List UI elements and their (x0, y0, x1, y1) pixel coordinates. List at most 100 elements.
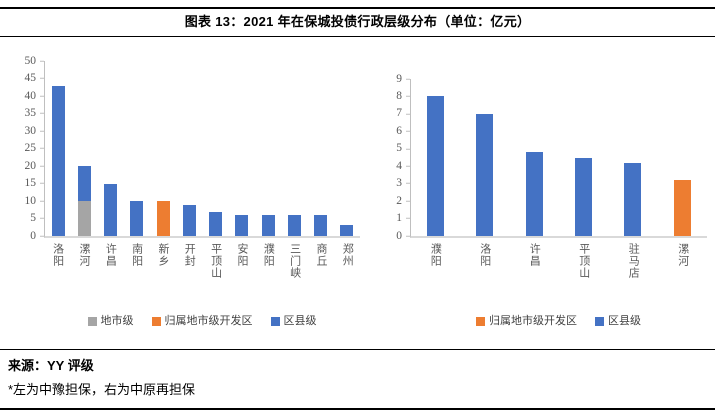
y-axis-tick: 40 (25, 90, 44, 102)
bar-3 (104, 183, 118, 236)
bar-segment-blue (77, 166, 91, 201)
legend-swatch-gray (87, 317, 97, 326)
bar-2 (77, 166, 91, 236)
y-axis-tick-mark (40, 218, 44, 219)
bar-segment-blue (235, 215, 249, 236)
bar-segment-blue (575, 157, 593, 236)
x-axis-label: 商丘 (314, 243, 327, 267)
bar-segment-blue (209, 211, 223, 236)
y-axis-tick-label: 7 (396, 107, 402, 120)
y-axis-tick-mark (40, 95, 44, 97)
bar-8 (235, 215, 249, 236)
y-axis-tick-label: 35 (24, 106, 37, 119)
x-axis-label: 驻马店 (627, 243, 640, 279)
legend-swatch-orange (151, 317, 161, 326)
legend-item: 归属地市级开发区 (151, 315, 253, 327)
x-axis-label-cell: 新乡 (149, 243, 175, 296)
bars-row (45, 61, 360, 236)
bar-segment-orange (673, 180, 691, 236)
bar-segment-orange (156, 201, 170, 236)
y-axis-tick: 10 (25, 195, 44, 207)
x-axis-label: 洛阳 (51, 243, 64, 267)
bar-column-2 (71, 61, 97, 236)
y-axis-tick: 50 (24, 54, 44, 67)
bottom-rule (0, 408, 715, 410)
bar-segment-blue (182, 204, 196, 236)
bar-column-1 (45, 61, 71, 236)
bar-segment-blue (340, 224, 354, 236)
y-axis-tick: 0 (30, 230, 44, 242)
bar-segment-blue (427, 96, 445, 236)
x-axis-label-cell: 洛阳 (460, 243, 510, 296)
y-axis-tick-label: 5 (396, 142, 402, 155)
x-axis-label: 濮阳 (262, 243, 275, 267)
y-axis-tick-mark (406, 78, 410, 80)
x-axis-label: 漯河 (676, 243, 689, 267)
x-axis-label-cell: 驻马店 (608, 243, 658, 296)
bar-3 (525, 152, 543, 236)
bar-segment-blue (287, 215, 301, 236)
chart-plot-area: 0 5 10 15 20 25 30 35 40 45 50 (8, 55, 360, 241)
x-axis-label-cell: 漯河 (658, 243, 708, 296)
bar-6 (673, 180, 691, 236)
bar-column-11 (308, 61, 334, 236)
bar-segment-gray (77, 201, 91, 236)
x-axis-label: 平顶山 (209, 243, 222, 279)
chart-legend: 归属地市级开发区 区县级 (410, 316, 707, 327)
bar-column-7 (203, 61, 229, 236)
y-axis-tick-mark (40, 113, 44, 114)
bar-1 (427, 96, 445, 236)
bar-4 (130, 201, 144, 236)
bar-column-5 (608, 79, 657, 236)
legend-label: 归属地市级开发区 (164, 315, 253, 327)
plot-region (410, 79, 707, 238)
y-axis-tick-mark (406, 183, 410, 185)
x-axis-label-cell: 许昌 (509, 243, 559, 296)
y-axis-tick-label: 8 (396, 89, 402, 102)
y-axis-tick-label: 50 (24, 54, 37, 67)
footnote-text: *左为中豫担保，右为中原再担保 (8, 382, 196, 397)
bar-column-12 (334, 61, 360, 236)
y-axis-tick: 20 (24, 159, 44, 172)
y-axis-tick: 45 (24, 71, 44, 85)
legend-item: 地市级 (87, 316, 134, 327)
y-axis-tick-mark (406, 95, 410, 97)
y-axis-tick-mark (40, 235, 44, 237)
x-axis-label: 濮阳 (429, 243, 442, 267)
y-axis-tick: 2 (396, 195, 410, 207)
legend-swatch-blue (270, 317, 280, 326)
y-axis-tick-label: 20 (24, 159, 37, 172)
y-axis-tick: 3 (396, 176, 410, 190)
y-axis-tick: 0 (396, 230, 410, 242)
legend-label: 区县级 (608, 315, 641, 327)
x-axis-label: 许昌 (528, 243, 541, 267)
bar-5 (156, 201, 170, 236)
x-axis-label: 郑州 (341, 243, 354, 267)
y-axis-tick-label: 2 (396, 194, 402, 207)
y-axis-tick-mark (406, 148, 410, 150)
y-axis-tick-label: 45 (24, 71, 37, 84)
y-axis-tick-mark (40, 78, 44, 79)
y-axis-tick-label: 3 (396, 176, 402, 189)
bar-segment-blue (624, 162, 642, 236)
x-axis-label-cell: 郑州 (334, 243, 360, 296)
y-axis-tick-label: 4 (396, 159, 402, 172)
y-axis-tick-label: 25 (24, 141, 37, 154)
x-axis-label-cell: 濮阳 (410, 243, 460, 296)
source-text: 来源：YY 评级 (8, 358, 94, 373)
x-axis-label: 安阳 (235, 243, 248, 267)
y-axis-tick-label: 9 (396, 72, 402, 85)
bar-column-2 (460, 79, 509, 236)
x-axis-label-cell: 漯河 (70, 243, 96, 296)
y-axis-tick: 5 (30, 212, 44, 225)
x-axis-label-cell: 濮阳 (255, 243, 281, 296)
x-axis-label-cell: 许昌 (97, 243, 123, 296)
charts-row: 0 5 10 15 20 25 30 35 40 45 50 洛阳 漯河 许昌 南阳 新乡 开封 平顶山 安阳 濮阳三… (0, 37, 715, 327)
y-axis-tick-label: 30 (24, 124, 37, 137)
bar-12 (340, 224, 354, 236)
bar-column-5 (150, 61, 176, 236)
y-axis-tick-mark (406, 218, 410, 220)
x-axis-label: 洛阳 (478, 243, 491, 267)
y-axis-tick-mark (406, 200, 410, 202)
bar-4 (575, 157, 593, 236)
